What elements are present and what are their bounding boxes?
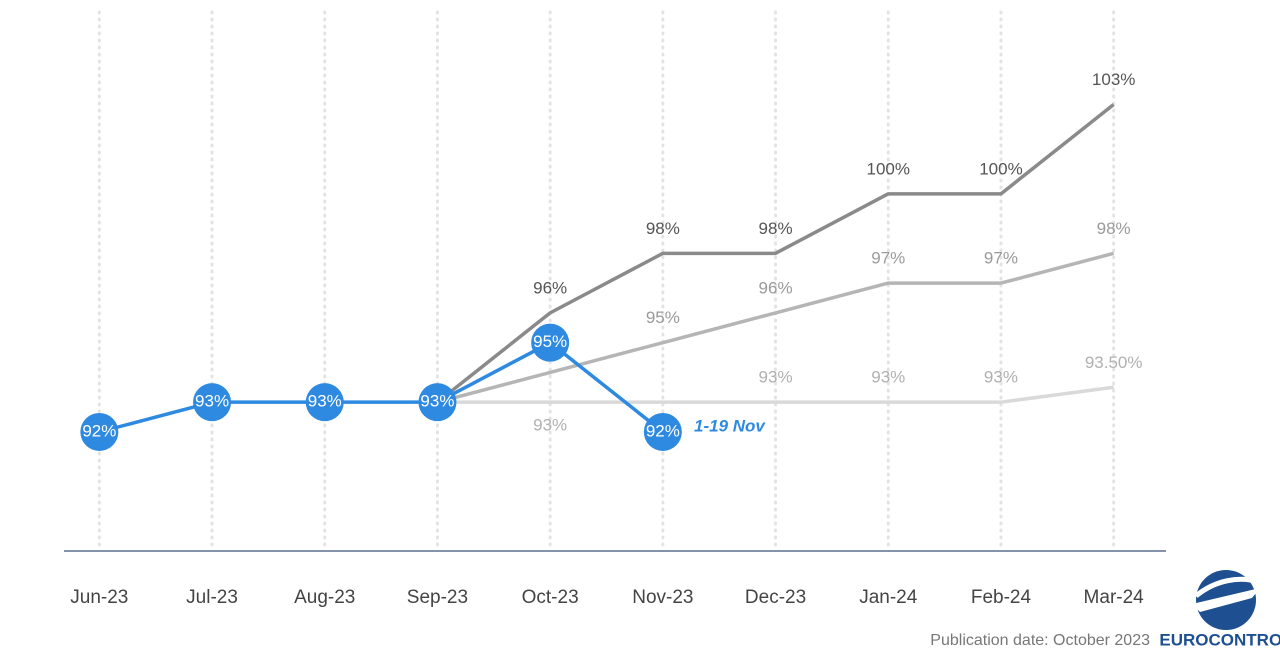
x-tick-label: Jul-23 — [186, 587, 238, 608]
value-label: 95% — [646, 308, 680, 327]
value-label: 103% — [1092, 70, 1135, 89]
value-label: 93% — [984, 368, 1018, 387]
value-label: 96% — [759, 278, 793, 297]
value-label: 93% — [420, 392, 454, 411]
value-label: 100% — [979, 159, 1022, 178]
value-label: 97% — [871, 249, 905, 268]
series-line — [98, 340, 664, 434]
point — [193, 383, 232, 422]
x-tick-label: Feb-24 — [971, 587, 1032, 608]
value-label: 93% — [759, 368, 793, 387]
value-label: 98% — [759, 219, 793, 238]
series-line — [437, 385, 1114, 404]
x-tick-label: Jun-23 — [70, 587, 128, 608]
value-label: 93.50% — [1085, 353, 1143, 372]
value-label: 93% — [308, 392, 342, 411]
value-label: 100% — [867, 159, 910, 178]
logo-swoosh — [1192, 588, 1260, 612]
value-label: 93% — [533, 416, 567, 435]
value-label: 92% — [82, 421, 116, 440]
value-label: 95% — [533, 332, 567, 351]
value-label: 98% — [1097, 219, 1131, 238]
x-tick-label: Sep-23 — [407, 587, 468, 608]
value-label: 93% — [871, 368, 905, 387]
annotation: 1-19 Nov — [694, 416, 766, 435]
value-label: 97% — [984, 249, 1018, 268]
series-line — [436, 103, 1115, 404]
series-line — [437, 251, 1115, 404]
point — [531, 323, 570, 362]
logo-text: EUROCONTROL — [1159, 630, 1280, 649]
x-tick-label: Oct-23 — [522, 587, 579, 608]
x-tick-label: Mar-24 — [1084, 587, 1145, 608]
x-tick-label: Aug-23 — [294, 587, 355, 608]
value-label: 98% — [646, 219, 680, 238]
logo-arc — [1194, 576, 1259, 598]
point — [80, 412, 119, 451]
footnote: Publication date: October 2023 — [930, 632, 1150, 649]
point — [305, 383, 344, 422]
value-label: 93% — [195, 392, 229, 411]
x-tick-label: Nov-23 — [632, 587, 693, 608]
x-tick-label: Jan-24 — [859, 587, 918, 608]
logo: EUROCONTROL — [1159, 570, 1280, 649]
point — [643, 412, 682, 451]
value-label: 96% — [533, 278, 567, 297]
value-label: 92% — [646, 421, 680, 440]
x-tick-label: Dec-23 — [745, 587, 806, 608]
point — [418, 383, 457, 422]
